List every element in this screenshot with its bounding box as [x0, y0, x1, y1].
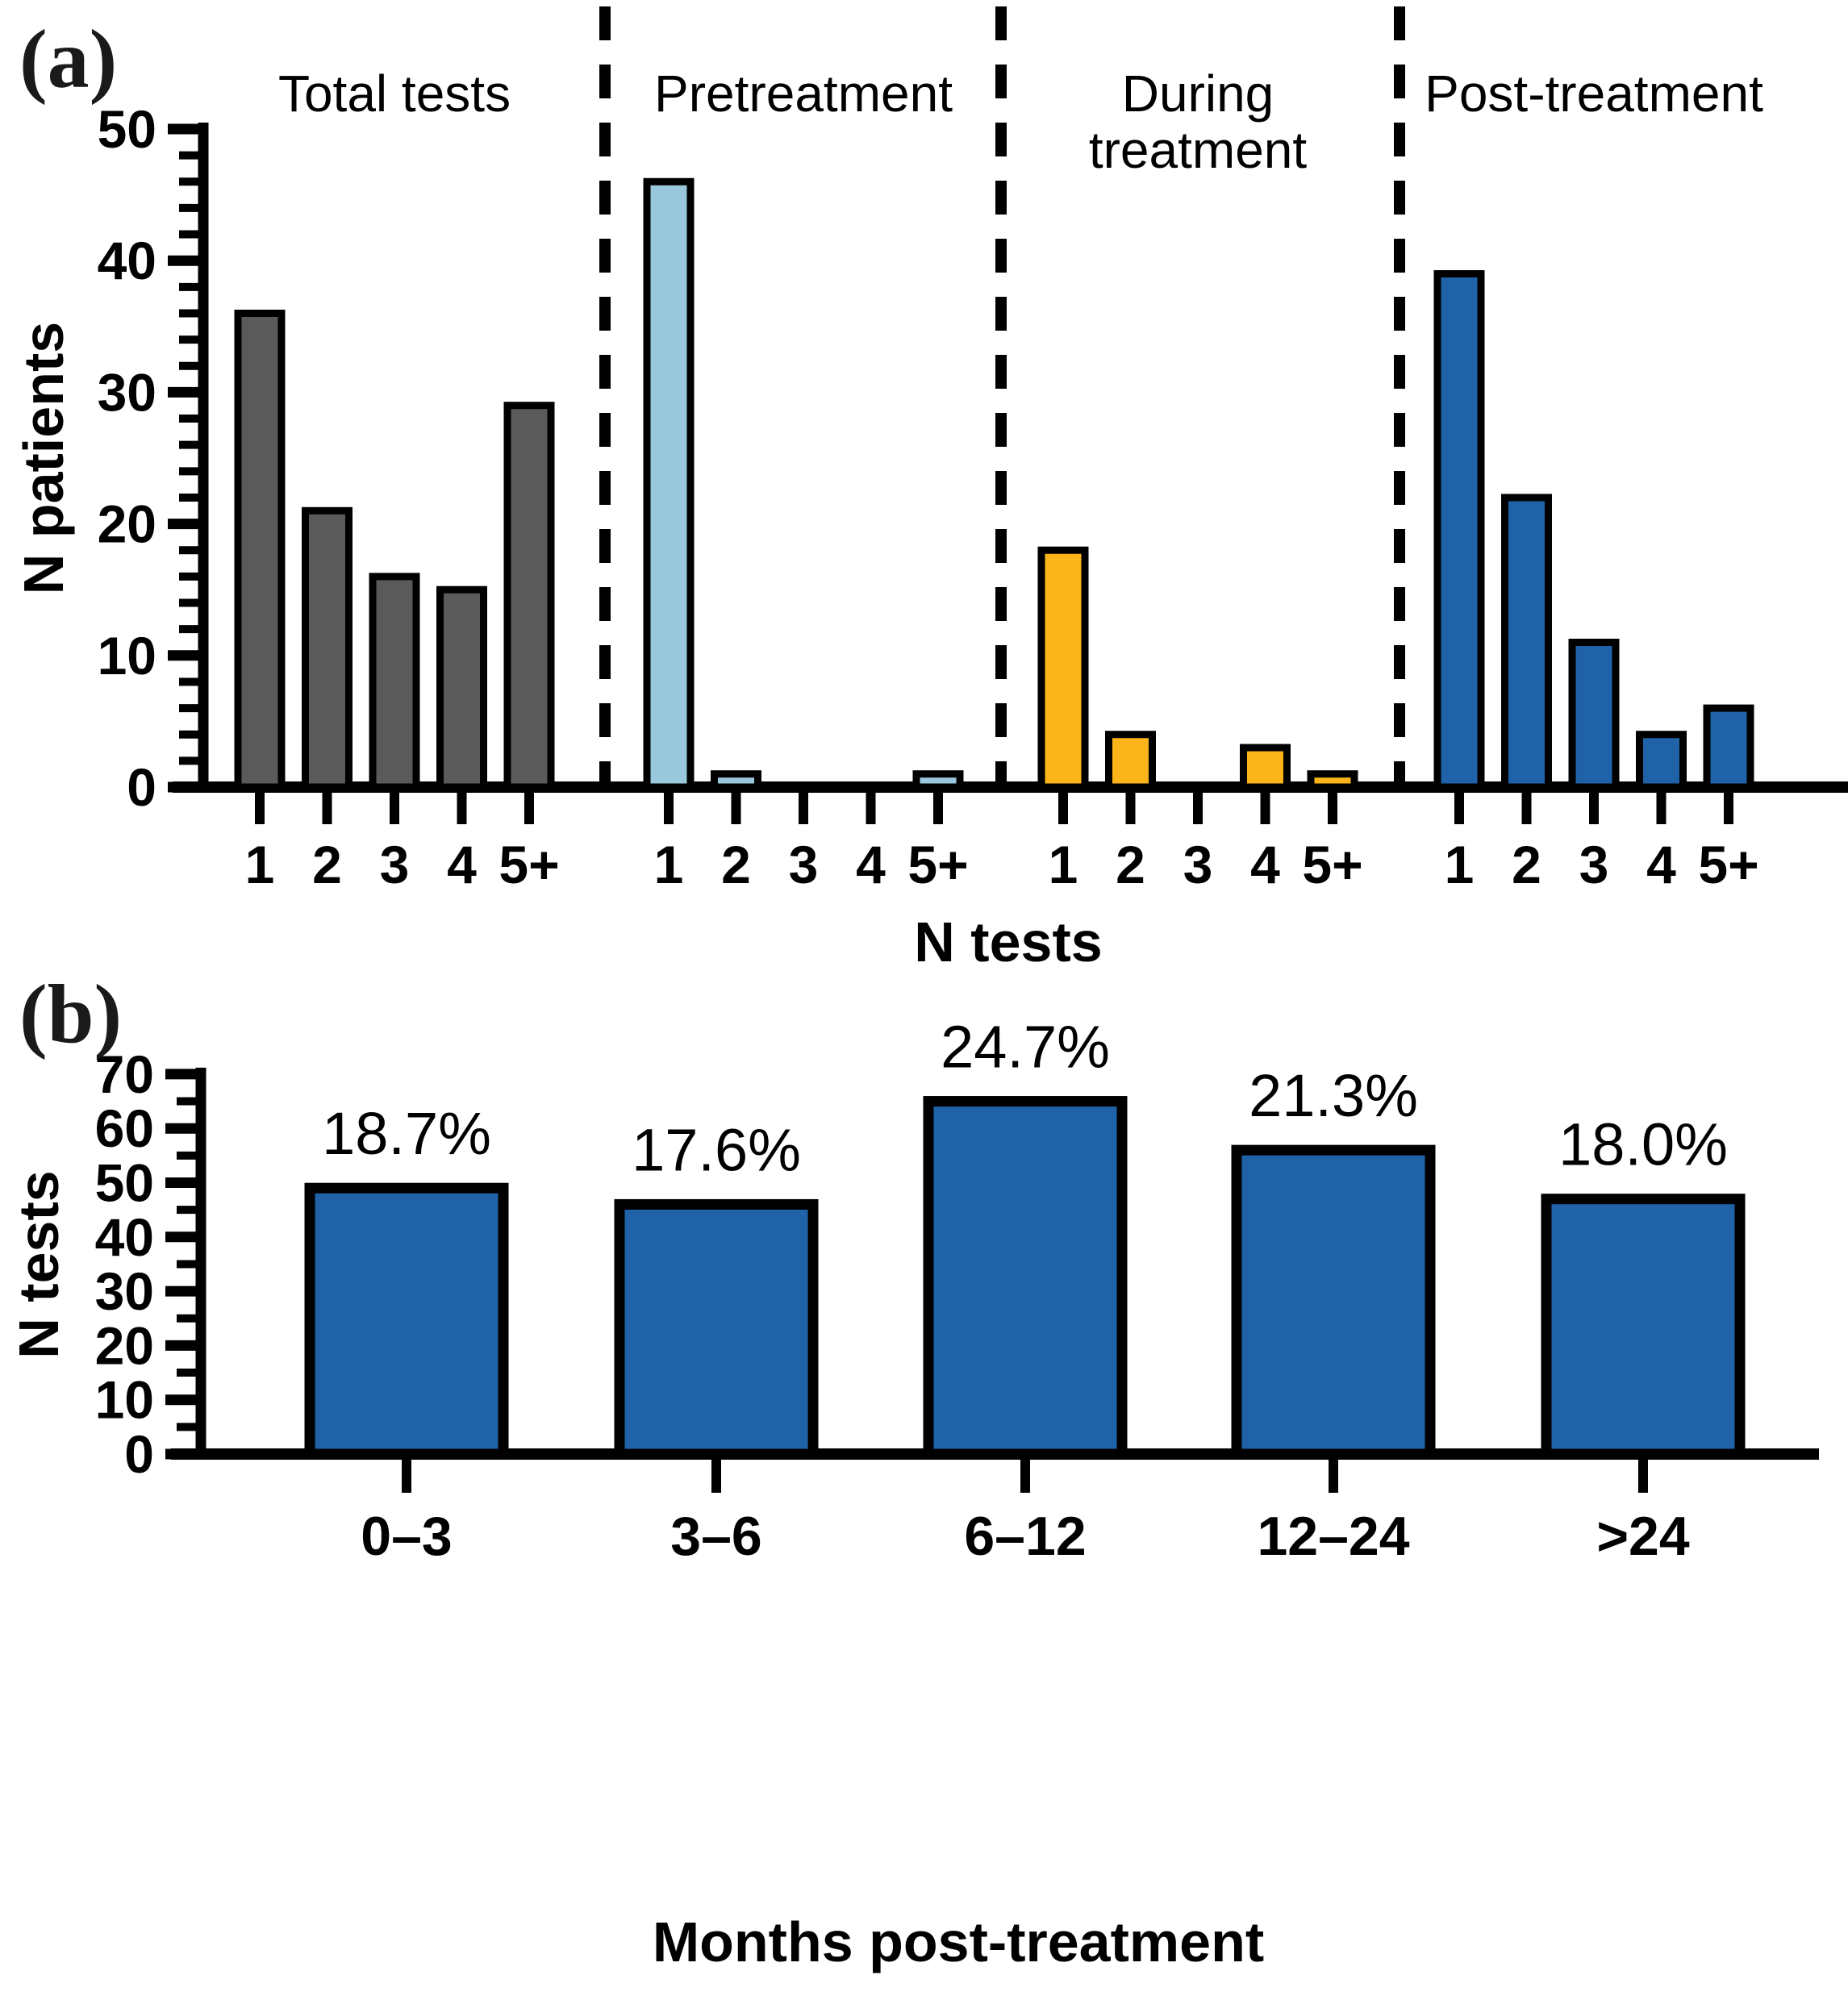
y-tick-label: 20 [98, 494, 156, 554]
x-axis-title: N tests [914, 910, 1102, 973]
bar [302, 506, 352, 791]
x-tick-label: 2 [312, 835, 342, 894]
percent-label: 18.7% [322, 1100, 491, 1167]
y-tick-label: 30 [98, 362, 156, 422]
bar [1037, 546, 1089, 791]
x-tick-label: 2 [1116, 835, 1145, 894]
x-tick-label: 3 [1183, 835, 1213, 894]
group-label: Total tests [278, 65, 511, 123]
y-tick-label: 0 [127, 757, 156, 817]
x-tick-label: 3 [789, 835, 819, 894]
bar-group: Total tests 1 2 3 4 5+ [234, 65, 560, 894]
bar [1433, 270, 1485, 791]
y-tick-label: 50 [98, 99, 156, 159]
bar [1105, 731, 1156, 791]
x-tick-label: 4 [447, 835, 477, 894]
y-tick-label: 20 [95, 1315, 154, 1375]
panel-b-label: (b) [19, 968, 123, 1061]
y-axis-title: N patients [12, 322, 75, 594]
x-tick-label: 2 [721, 835, 751, 894]
group-label: During [1122, 65, 1274, 123]
x-tick-label: 1 [1445, 835, 1475, 894]
bar [1307, 770, 1358, 791]
y-tick-label: 40 [98, 231, 156, 290]
bar [1231, 1144, 1436, 1460]
bar [503, 402, 555, 791]
y-tick-label: 10 [98, 626, 156, 685]
bar [304, 1182, 509, 1460]
bar [1703, 704, 1754, 791]
bar [923, 1096, 1128, 1460]
percent-label: 24.7% [941, 1014, 1110, 1081]
x-tick-label: 1 [654, 835, 684, 894]
y-tick-label: 70 [95, 1044, 154, 1104]
bar [614, 1198, 819, 1460]
x-tick-label: 0–3 [361, 1506, 452, 1567]
percent-label: 17.6% [632, 1116, 801, 1183]
group-label: treatment [1089, 121, 1308, 179]
x-tick-label: 3 [1579, 835, 1609, 894]
percent-label: 21.3% [1249, 1062, 1418, 1129]
x-tick-label: 5+ [499, 835, 559, 894]
y-tick-label: 0 [124, 1424, 154, 1484]
bar [643, 177, 695, 791]
x-tick-label: 5+ [1698, 835, 1758, 894]
x-tick-label: 1 [1049, 835, 1078, 894]
x-tick-label: 6–12 [964, 1506, 1086, 1567]
bar [912, 770, 964, 791]
x-tick-label: 3 [380, 835, 410, 894]
group-label: Post-treatment [1425, 65, 1763, 123]
x-tick-label: 3–6 [670, 1506, 761, 1567]
x-tick-label: 5+ [907, 835, 968, 894]
bar [1240, 744, 1291, 791]
bar [369, 573, 420, 791]
x-axis-title: Months post-treatment [653, 1911, 1264, 1973]
y-tick-label: 30 [95, 1261, 154, 1321]
percent-label: 18.0% [1558, 1111, 1728, 1178]
panel-a-label: (a) [19, 13, 118, 106]
bar [711, 770, 761, 791]
bar-group: Pretreatment 1 2 3 4 5+ [643, 65, 969, 894]
x-tick-label: 4 [1646, 835, 1676, 894]
x-tick-label: 2 [1512, 835, 1541, 894]
x-tick-label: 4 [1250, 835, 1280, 894]
x-tick-label: 12–24 [1257, 1506, 1409, 1567]
y-tick-label: 10 [95, 1370, 154, 1430]
bar [234, 309, 286, 791]
y-axis-title: N tests [7, 1170, 70, 1358]
y-tick-label: 60 [95, 1098, 154, 1158]
x-tick-label: >24 [1596, 1506, 1690, 1567]
bar [1636, 731, 1687, 791]
bar [1568, 638, 1620, 791]
bar [1501, 494, 1552, 791]
bar [1541, 1194, 1746, 1460]
bar-group: Post-treatment 1 2 3 4 5+ [1425, 65, 1763, 894]
y-tick-label: 50 [95, 1153, 154, 1213]
group-label: Pretreatment [654, 65, 953, 123]
bar [436, 585, 487, 791]
x-tick-label: 4 [856, 835, 886, 894]
y-tick-label: 40 [95, 1207, 154, 1267]
x-tick-label: 5+ [1302, 835, 1362, 894]
x-tick-label: 1 [245, 835, 275, 894]
